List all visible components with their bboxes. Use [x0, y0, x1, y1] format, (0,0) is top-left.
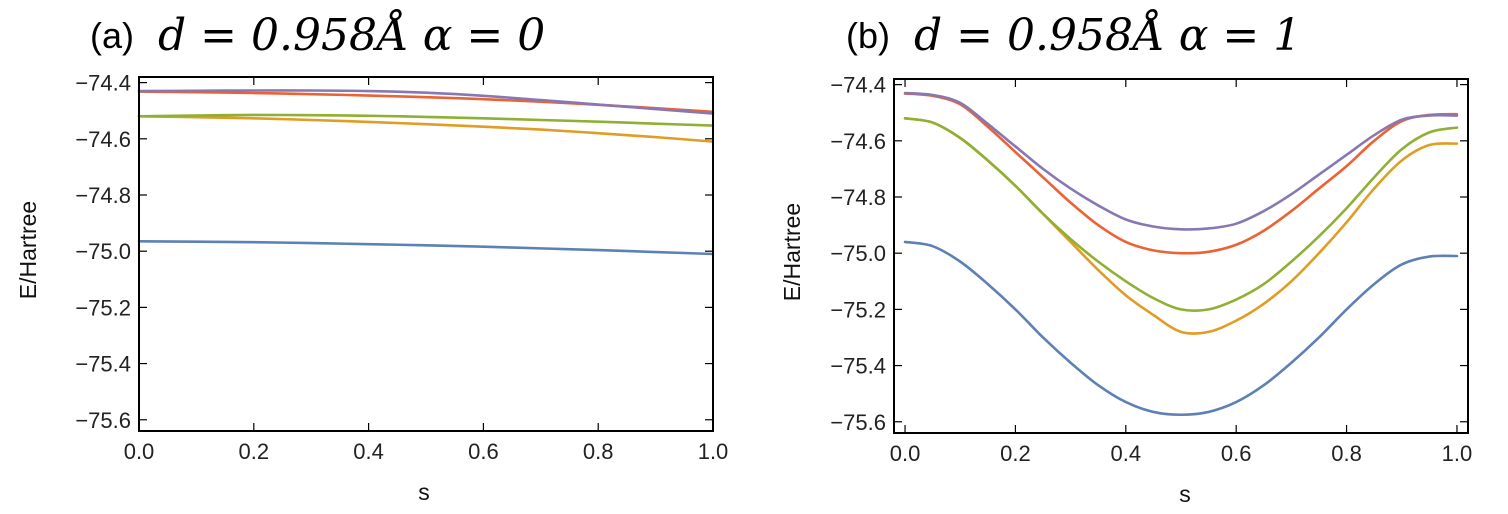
panel-b-ytick-label: −75.4	[830, 354, 886, 379]
panel-a-xlabel: s	[418, 479, 430, 505]
panel-a-xtick-label: 0.8	[583, 439, 614, 464]
panel-b-series-line-3	[903, 117, 1459, 312]
panel-b-series	[903, 91, 1459, 417]
panel-a-xticks: 0.0 0.2 0.4 0.6 0.8 1.0	[124, 439, 729, 464]
panel-a-ytick-label: −74.6	[75, 127, 131, 152]
panel-b-xtick-label: 1.0	[1442, 441, 1473, 466]
panel-a-tick-marks	[138, 77, 714, 431]
panel-b-xtick-label: 0.8	[1331, 441, 1362, 466]
panel-b-xtick-label: 0.0	[890, 441, 921, 466]
panel-b-yticks: −74.4 −74.6 −74.8 −75.0 −75.2 −75.4 −75.6	[830, 73, 886, 435]
panel-a-label: (a)	[90, 15, 134, 56]
panel-a-frame	[138, 76, 714, 432]
panel-a-series-line-2	[137, 115, 715, 143]
panel-b-series-line-5	[903, 91, 1459, 231]
panel-a-ytick-label: −75.6	[75, 408, 131, 433]
panel-a-xtick-label: 1.0	[698, 439, 729, 464]
panel-a-xtick-label: 0.4	[353, 439, 384, 464]
panel-b-series-line-1	[903, 240, 1459, 417]
panel-b-ytick-label: −75.0	[830, 241, 886, 266]
panel-b-label: (b)	[846, 15, 890, 56]
panel-a-series-line-4	[137, 90, 715, 114]
panel-a-ytick-label: −74.8	[75, 183, 131, 208]
panel-b-xtick-label: 0.6	[1221, 441, 1252, 466]
panel-a-series-line-5	[137, 89, 715, 115]
panel-b-ytick-label: −75.6	[830, 410, 886, 435]
panel-b-series-line-2	[903, 117, 1459, 335]
panel-b-tick-marks	[894, 79, 1468, 433]
panel-b-ytick-label: −74.8	[830, 185, 886, 210]
panel-b-ylabel: E/Hartree	[779, 203, 805, 301]
panel-a-ytick-label: −74.4	[75, 71, 131, 96]
panel-b-ytick-label: −74.4	[830, 73, 886, 98]
panel-a-ytick-label: −75.4	[75, 352, 131, 377]
panel-b-xtick-label: 0.2	[1000, 441, 1031, 466]
panel-b-ytick-label: −74.6	[830, 129, 886, 154]
panel-a-series-line-3	[137, 113, 715, 127]
panel-b: (b) d = 0.958Å α = 1 E/Hartree s −74.4−7…	[779, 8, 1472, 507]
panel-a: (a) d = 0.958Å α = 0 E/Hartree s −74.4−7…	[15, 8, 728, 505]
panel-b-xlabel: s	[1179, 481, 1191, 507]
panel-b-xtick-label: 0.4	[1111, 441, 1142, 466]
panel-a-series	[137, 89, 715, 256]
panel-a-xtick-label: 0.2	[239, 439, 270, 464]
panel-a-title: d = 0.958Å α = 0	[158, 8, 545, 61]
panel-a-xtick-label: 0.6	[468, 439, 499, 464]
panel-a-ytick-label: −75.0	[75, 239, 131, 264]
panel-a-ytick-label: −75.2	[75, 295, 131, 320]
panel-b-title: d = 0.958Å α = 1	[914, 8, 1301, 61]
panel-a-xtick-label: 0.0	[124, 439, 155, 464]
panel-b-frame	[893, 78, 1469, 434]
panel-a-yticks: −74.4 −74.6 −74.8 −75.0 −75.2 −75.4 −75.6	[75, 71, 131, 433]
panel-b-series-line-4	[903, 92, 1459, 255]
panel-b-xticks: 0.0 0.2 0.4 0.6 0.8 1.0	[890, 441, 1473, 466]
panel-b-ytick-label: −75.2	[830, 297, 886, 322]
panel-a-ylabel: E/Hartree	[15, 201, 41, 299]
panel-a-series-line-1	[137, 240, 715, 256]
